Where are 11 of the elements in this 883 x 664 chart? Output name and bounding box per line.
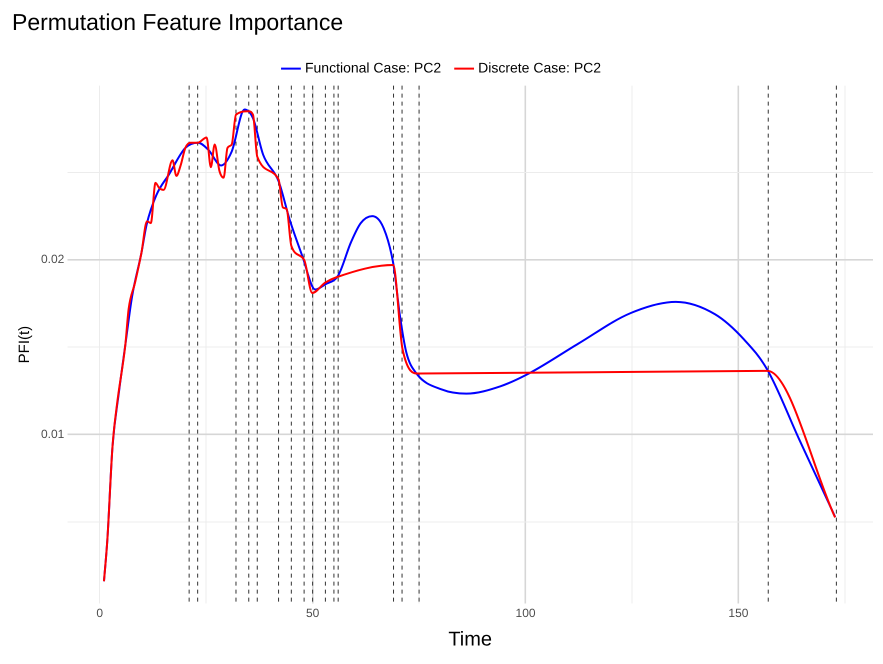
y-axis-title: PFI(t) <box>16 326 34 364</box>
x-axis-title: Time <box>448 628 492 651</box>
x-tick-label: 150 <box>728 606 749 620</box>
chart-title: Permutation Feature Importance <box>12 9 344 36</box>
y-tick-label: 0.01 <box>40 426 65 441</box>
x-tick-label: 0 <box>96 606 104 620</box>
legend-label: Discrete Case: PC2 <box>478 59 602 76</box>
x-tick-label: 100 <box>516 606 536 620</box>
x-tick-label: 50 <box>306 606 320 620</box>
legend-label: Functional Case: PC2 <box>304 59 442 76</box>
y-tick-label: 0.02 <box>40 252 65 266</box>
